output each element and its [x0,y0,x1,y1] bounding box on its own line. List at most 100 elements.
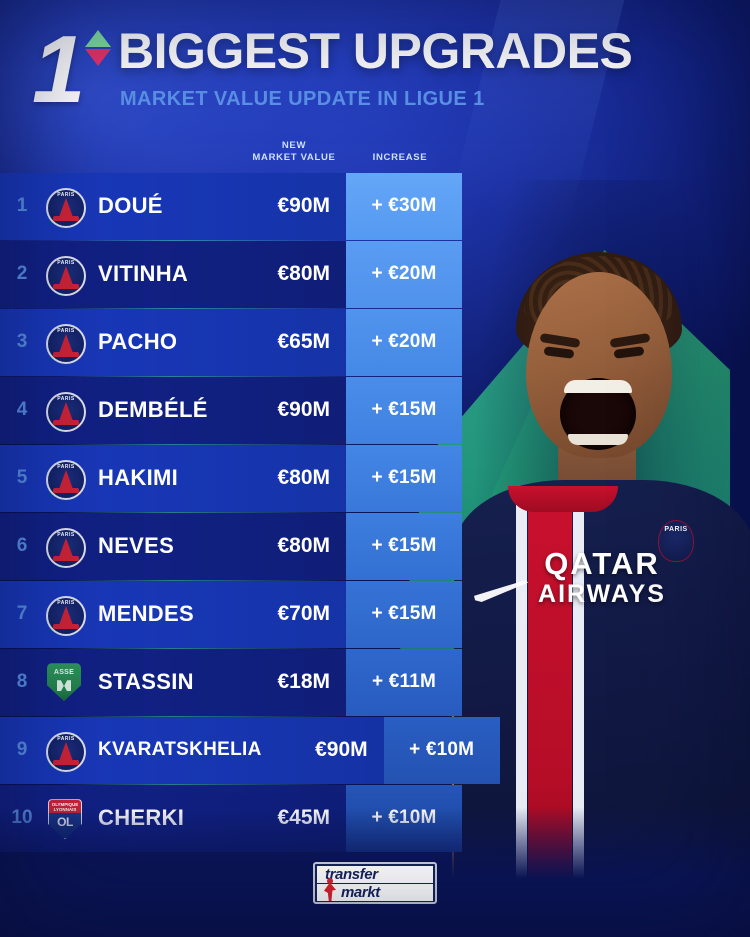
kit-collar [508,486,618,512]
transfermarkt-logo-text-markt: markt [341,884,380,901]
transfermarkt-logo-row-top: transfer [317,866,433,883]
player-name: VITINHA [98,261,189,287]
psg-crest-icon: PARIS [46,256,86,297]
table-row[interactable]: 4 PARIS DEMBÉLÉ €90M + €15M [0,377,462,445]
player-name: DOUÉ [98,193,163,219]
player-name: MENDES [98,601,194,627]
rank-number: 7 [16,603,28,625]
market-value: €90M [277,194,330,218]
market-value: €65M [277,330,330,354]
market-value: €90M [277,398,330,422]
rank-number: 5 [16,467,28,489]
psg-crest-icon: PARIS [46,732,86,773]
increase-value: + €30M [346,173,462,240]
rank-number: 4 [16,399,28,421]
psg-crest-icon: PARIS [46,392,86,433]
asse-crest-label: ASSE [53,669,75,677]
column-header-increase: INCREASE [372,152,428,163]
psg-crest-label: PARIS [57,396,75,403]
column-header-new-line1: NEW [281,140,307,151]
kit-sponsor-line2: AIRWAYS [538,579,666,608]
player-teeth-lower [568,434,628,445]
rank-number: 6 [16,535,28,557]
increase-value: + €10M [383,717,500,784]
market-value: €70M [277,602,330,626]
kit-sponsor: QATAR AIRWAYS [452,546,750,608]
psg-crest-icon: PARIS [46,596,86,637]
player-name: NEVES [98,533,175,559]
psg-crest-icon: PARIS [46,324,86,365]
kit-stripe-white-right [573,505,584,905]
market-value: €90M [315,738,368,762]
player-name: PACHO [98,329,178,355]
psg-crest-label: PARIS [57,464,75,471]
club-crest-psg: PARIS [44,526,86,569]
rank-number: 8 [16,671,28,693]
transfermarkt-logo[interactable]: transfer markt [313,862,437,904]
table-row[interactable]: 1 PARIS DOUÉ €90M + €30M [0,173,462,241]
table-row[interactable]: 7 PARIS MENDES €70M + €15M [0,581,462,649]
player-name: STASSIN [98,669,194,695]
transfermarkt-logo-row-bottom: markt [317,884,433,901]
table-row[interactable]: 6 PARIS NEVES €80M + €15M [0,513,462,581]
market-value: €18M [277,670,330,694]
rankings-table: 1 PARIS DOUÉ €90M + €30M 2 PARIS VITINHA… [0,173,500,853]
psg-crest-icon: PARIS [46,188,86,229]
transfermarkt-figure-icon [322,878,338,902]
psg-crest-label: PARIS [57,328,75,335]
player-name: KVARATSKHELIA [98,739,262,761]
rank-number: 1 [16,195,28,217]
transfermarkt-logo-text-transfer: transfer [325,866,378,883]
kit-club-badge-text: PARIS [664,526,688,533]
table-row[interactable]: 5 PARIS HAKIMI €80M + €15M [0,445,462,513]
table-row[interactable]: 9 PARIS KVARATSKHELIA €90M + €10M [0,717,500,785]
market-value: €80M [277,534,330,558]
kit-club-badge: PARIS [658,520,694,562]
psg-crest-label: PARIS [57,736,75,743]
increase-value: + €15M [346,513,462,580]
page-subtitle: MARKET VALUE UPDATE IN LIGUE 1 [120,88,485,110]
table-row[interactable]: 3 PARIS PACHO €65M + €20M [0,309,462,377]
triangle-down-icon [85,49,111,66]
table-row[interactable]: 2 PARIS VITINHA €80M + €20M [0,241,462,309]
increase-value: + €15M [346,581,462,648]
ligue1-number-one-logo-icon: 1 [28,16,114,123]
increase-value: + €11M [346,649,462,716]
column-header-new-line2: MARKET VALUE [252,152,336,163]
psg-crest-label: PARIS [57,532,75,539]
increase-value: + €15M [346,445,462,512]
club-crest-psg: PARIS [44,390,86,433]
club-crest-psg: PARIS [44,254,86,297]
psg-crest-label: PARIS [57,260,75,267]
psg-crest-label: PARIS [57,600,75,607]
market-value: €80M [277,262,330,286]
club-crest-asse: ASSE [44,662,84,702]
kit-sponsor-line1: QATAR [544,546,660,581]
triangle-up-icon [85,30,111,47]
club-crest-psg: PARIS [44,186,86,229]
psg-crest-icon: PARIS [46,528,86,569]
rank-number: 2 [16,263,28,285]
logo-digit-one: 1 [32,16,85,123]
club-crest-psg: PARIS [44,322,86,365]
market-value: €80M [277,466,330,490]
club-crest-psg: PARIS [44,730,86,773]
increase-value: + €15M [346,377,462,444]
page-title: BIGGEST UPGRADES [118,23,633,79]
player-name: HAKIMI [98,465,179,491]
club-crest-psg: PARIS [44,458,86,501]
player-name: DEMBÉLÉ [98,397,208,423]
table-row[interactable]: 8 ASSE STASSIN €18M + €11M [0,649,462,717]
club-crest-psg: PARIS [44,594,86,637]
psg-crest-icon: PARIS [46,460,86,501]
increase-value: + €20M [346,241,462,308]
rank-number: 3 [16,331,28,353]
rank-number: 9 [16,739,28,761]
psg-crest-label: PARIS [57,192,75,199]
player-teeth-upper [564,380,632,393]
column-header-new-market-value: NEW MARKET VALUE [246,140,342,164]
increase-value: + €20M [346,309,462,376]
asse-crest-icon: ASSE [47,663,81,702]
kit-stripe-white-left [516,505,527,905]
